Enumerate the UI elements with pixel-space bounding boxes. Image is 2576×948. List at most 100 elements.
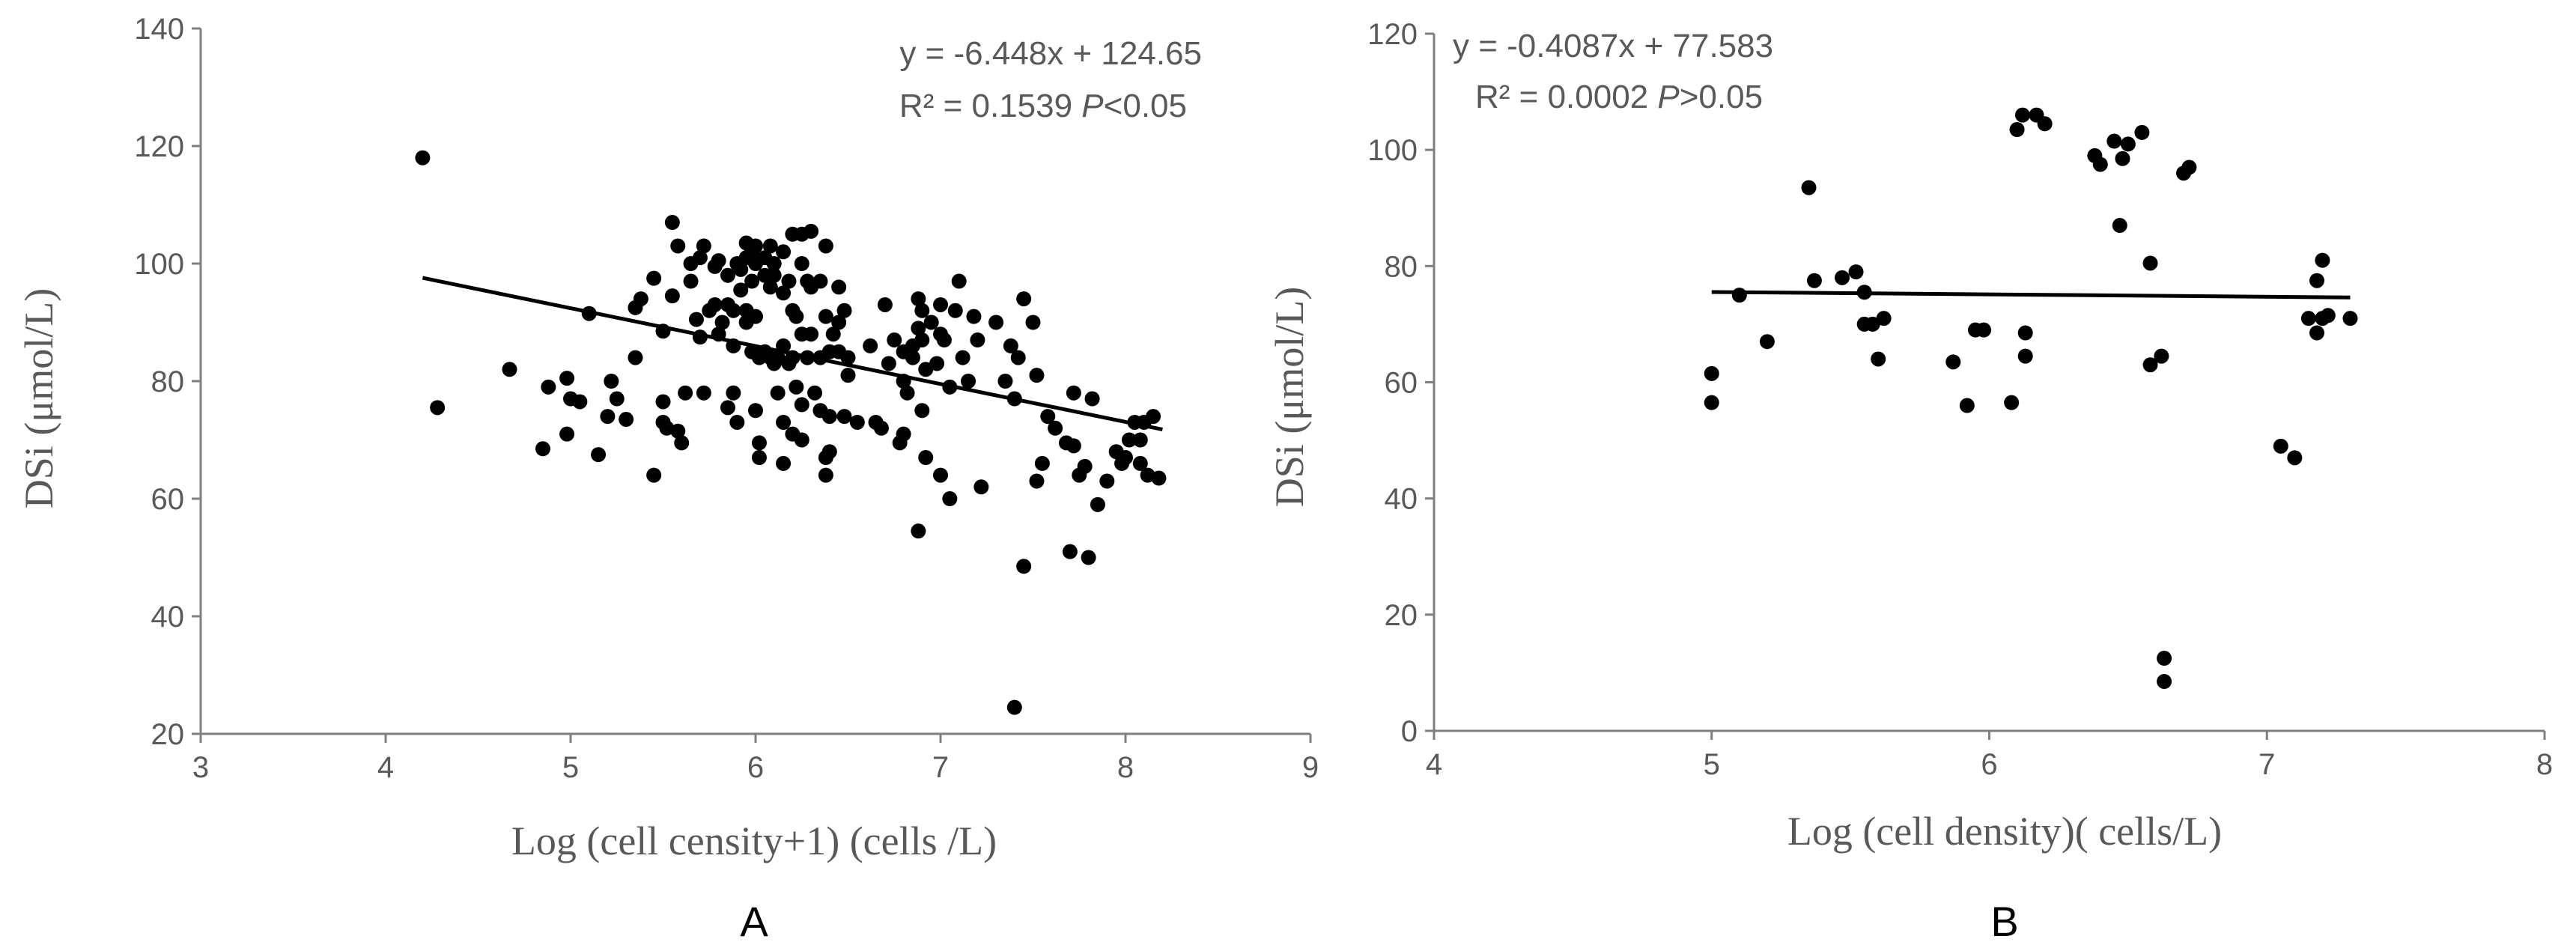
chart-a-point <box>762 238 778 254</box>
chart-b-point <box>2342 311 2358 326</box>
chart-b-point <box>2287 450 2303 466</box>
chart-a-point <box>670 423 686 439</box>
chart-a-point <box>918 450 934 466</box>
chart-b-x-tick-label: 7 <box>2258 748 2275 781</box>
chart-a-point <box>591 447 607 463</box>
chart-a-point <box>836 303 852 318</box>
chart-a-r2-annotation: R² = 0.1539 P<0.05 <box>899 88 1187 124</box>
chart-a-point <box>688 312 704 327</box>
chart-b-point <box>2092 157 2108 172</box>
chart-b-point <box>2309 273 2324 288</box>
chart-a-point <box>714 315 730 330</box>
chart-b-point <box>1945 354 1961 370</box>
chart-b-point <box>2320 308 2336 323</box>
chart-a-point <box>1003 338 1018 353</box>
chart-a-point <box>970 332 985 348</box>
chart-a-point <box>1118 450 1133 466</box>
chart-a-point <box>1121 432 1137 448</box>
chart-a-point <box>720 267 735 283</box>
chart-a-point <box>604 374 619 389</box>
chart-a-point <box>818 467 833 483</box>
chart-a-point <box>1151 470 1167 486</box>
chart-a-point <box>821 409 837 425</box>
chart-b-point <box>2017 325 2033 341</box>
chart-a-point <box>794 432 809 448</box>
chart-b-point <box>2120 136 2136 152</box>
chart-b-point <box>1848 264 1864 280</box>
chart-a-trendline-group <box>422 276 1163 432</box>
chart-a-point <box>572 394 588 410</box>
chart-a-points <box>415 150 1167 715</box>
chart-a-p-letter: P <box>1081 88 1104 124</box>
chart-b-trendline-group <box>1711 290 2351 300</box>
chart-b-p-value: >0.05 <box>1680 79 1763 115</box>
chart-a-point <box>997 374 1013 389</box>
chart-b-point <box>1759 334 1775 350</box>
chart-a: 20 40 60 80 100 120 140 3 4 5 6 7 8 9 Log (cell censi… <box>16 13 1319 945</box>
chart-a-point <box>804 223 819 239</box>
chart-b-point <box>2106 133 2122 149</box>
chart-a-point <box>692 250 708 266</box>
chart-a-point <box>776 244 792 260</box>
chart-a-point <box>683 273 699 289</box>
chart-a-point <box>646 270 662 286</box>
chart-a-point <box>794 397 809 413</box>
chart-a-point <box>711 253 726 269</box>
chart-b-x-tick-label: 4 <box>1426 748 1442 781</box>
chart-a-point <box>674 435 690 451</box>
chart-a-point <box>751 450 767 466</box>
chart-a-point <box>748 309 763 324</box>
chart-a-point <box>762 279 778 295</box>
chart-b-point <box>1704 395 1719 410</box>
chart-a-y-tick-label: 100 <box>134 248 184 281</box>
chart-a-point <box>849 414 865 430</box>
chart-a-y-tick-label: 140 <box>134 13 184 46</box>
chart-a-point <box>1062 544 1078 559</box>
chart-a-point <box>961 374 976 389</box>
chart-a-point <box>1132 432 1148 448</box>
chart-a-point <box>600 409 616 425</box>
chart-a-x-tick-label: 3 <box>192 751 209 784</box>
chart-a-point <box>936 332 952 348</box>
chart-b-r2-annotation: R² = 0.0002 P>0.05 <box>1475 79 1763 115</box>
chart-b-point <box>1871 351 1886 367</box>
chart-a-point <box>873 420 889 436</box>
chart-a-point <box>929 356 945 371</box>
chart-b-point <box>1704 365 1719 381</box>
chart-a-point <box>887 332 902 348</box>
chart-b-point <box>2115 151 2130 166</box>
chart-a-point <box>840 350 856 365</box>
chart-a-point <box>781 273 797 289</box>
chart-a-point <box>1006 699 1022 715</box>
chart-a-point <box>707 297 723 312</box>
chart-a-point <box>789 309 804 324</box>
chart-a-point <box>776 285 792 301</box>
chart-b-point <box>2300 311 2316 326</box>
chart-b-point <box>2309 325 2324 341</box>
chart-b-point <box>2134 124 2150 140</box>
chart-a-equation: y = -6.448x + 124.65 <box>899 35 1202 72</box>
chart-a-point <box>1077 458 1093 474</box>
chart-a-point <box>933 297 948 312</box>
chart-a-point <box>911 291 926 307</box>
chart-b-y-tick-label: 40 <box>1385 483 1418 516</box>
chart-a-point <box>1066 385 1081 401</box>
chart-b-x-tick-label: 8 <box>2536 748 2553 781</box>
chart-b-point <box>1865 316 1880 332</box>
chart-a-axes <box>192 27 1312 743</box>
chart-a-point <box>812 273 828 289</box>
chart-a-point <box>770 350 786 365</box>
chart-a-point <box>628 350 643 365</box>
chart-a-point <box>726 385 741 401</box>
chart-a-point <box>1016 291 1032 307</box>
chart-a-tick-labels: 20 40 60 80 100 120 140 3 4 5 6 7 8 9 <box>134 13 1319 784</box>
chart-b-r2-text: R² = 0.0002 <box>1475 79 1657 115</box>
chart-a-point <box>947 303 963 318</box>
chart-a-point <box>896 426 911 442</box>
chart-b-tick-labels: 0 20 40 60 80 100 120 4 5 6 7 8 <box>1367 18 2553 781</box>
chart-a-point <box>807 385 823 401</box>
chart-a-point <box>1066 438 1081 454</box>
chart-a-x-tick-label: 5 <box>562 751 579 784</box>
chart-a-point <box>733 282 749 298</box>
chart-a-point <box>1016 559 1032 574</box>
